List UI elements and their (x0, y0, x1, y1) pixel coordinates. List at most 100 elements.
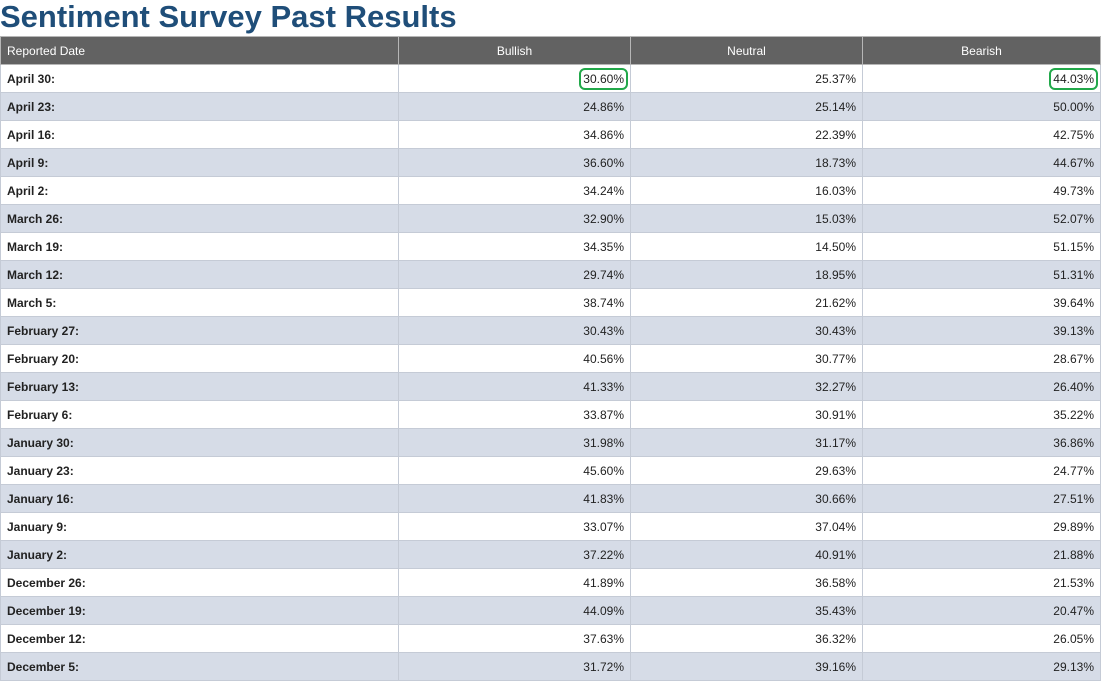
reported-date-cell: April 9: (0, 148, 399, 177)
header-row: Reported Date Bullish Neutral Bearish (0, 36, 1101, 65)
bearish-cell: 21.88% (862, 540, 1101, 569)
bullish-cell: 32.90% (398, 204, 631, 233)
table-row: March 12: 29.74% 18.95% 51.31% (0, 260, 1101, 289)
bearish-cell: 27.51% (862, 484, 1101, 513)
bullish-cell: 34.24% (398, 176, 631, 205)
reported-date-cell: December 5: (0, 652, 399, 681)
neutral-cell: 29.63% (630, 456, 863, 485)
sentiment-results-table: Reported Date Bullish Neutral Bearish Ap… (0, 36, 1101, 681)
bearish-cell: 29.89% (862, 512, 1101, 541)
bearish-cell: 51.15% (862, 232, 1101, 261)
reported-date-cell: April 30: (0, 64, 399, 93)
neutral-cell: 22.39% (630, 120, 863, 149)
bullish-cell: 44.09% (398, 596, 631, 625)
neutral-cell: 40.91% (630, 540, 863, 569)
reported-date-cell: February 6: (0, 400, 399, 429)
table-row: January 2: 37.22% 40.91% 21.88% (0, 540, 1101, 569)
bullish-cell: 31.72% (398, 652, 631, 681)
table-row: March 26: 32.90% 15.03% 52.07% (0, 204, 1101, 233)
neutral-cell: 25.14% (630, 92, 863, 121)
neutral-cell: 30.66% (630, 484, 863, 513)
table-row: February 20: 40.56% 30.77% 28.67% (0, 344, 1101, 373)
reported-date-cell: February 27: (0, 316, 399, 345)
bearish-cell: 21.53% (862, 568, 1101, 597)
bullish-cell: 37.63% (398, 624, 631, 653)
neutral-cell: 30.91% (630, 400, 863, 429)
neutral-cell: 32.27% (630, 372, 863, 401)
bullish-cell: 36.60% (398, 148, 631, 177)
bearish-cell: 50.00% (862, 92, 1101, 121)
bullish-cell: 41.33% (398, 372, 631, 401)
neutral-cell: 14.50% (630, 232, 863, 261)
reported-date-cell: February 20: (0, 344, 399, 373)
reported-date-cell: January 23: (0, 456, 399, 485)
reported-date-cell: April 2: (0, 176, 399, 205)
table-row: January 23: 45.60% 29.63% 24.77% (0, 456, 1101, 485)
table-row: March 5: 38.74% 21.62% 39.64% (0, 288, 1101, 317)
bearish-highlighted-value: 44.03% (1049, 67, 1098, 90)
bearish-cell: 44.67% (862, 148, 1101, 177)
table-row: December 26: 41.89% 36.58% 21.53% (0, 568, 1101, 597)
bullish-cell: 34.86% (398, 120, 631, 149)
neutral-cell: 30.43% (630, 316, 863, 345)
bearish-cell: 51.31% (862, 260, 1101, 289)
neutral-cell: 37.04% (630, 512, 863, 541)
table-row: April 2: 34.24% 16.03% 49.73% (0, 176, 1101, 205)
reported-date-cell: April 23: (0, 92, 399, 121)
table-body: April 30: 30.60% 25.37% 44.03% April 23: 24.8… (0, 64, 1101, 681)
neutral-cell: 36.32% (630, 624, 863, 653)
bullish-cell: 30.60% (398, 64, 631, 93)
bearish-cell: 39.64% (862, 288, 1101, 317)
bearish-cell: 39.13% (862, 316, 1101, 345)
neutral-cell: 39.16% (630, 652, 863, 681)
bearish-cell: 26.40% (862, 372, 1101, 401)
reported-date-cell: March 26: (0, 204, 399, 233)
reported-date-cell: December 26: (0, 568, 399, 597)
table-row: March 19: 34.35% 14.50% 51.15% (0, 232, 1101, 261)
bearish-cell: 29.13% (862, 652, 1101, 681)
neutral-cell: 15.03% (630, 204, 863, 233)
table-row: December 5: 31.72% 39.16% 29.13% (0, 652, 1101, 681)
bullish-cell: 24.86% (398, 92, 631, 121)
neutral-cell: 18.73% (630, 148, 863, 177)
reported-date-cell: April 16: (0, 120, 399, 149)
bearish-cell: 35.22% (862, 400, 1101, 429)
table-row: April 16: 34.86% 22.39% 42.75% (0, 120, 1101, 149)
reported-date-cell: January 9: (0, 512, 399, 541)
bearish-cell: 49.73% (862, 176, 1101, 205)
header-reported-date: Reported Date (0, 36, 399, 65)
bearish-cell: 44.03% (862, 64, 1101, 93)
bearish-cell: 52.07% (862, 204, 1101, 233)
bullish-cell: 31.98% (398, 428, 631, 457)
bullish-cell: 33.07% (398, 512, 631, 541)
neutral-cell: 35.43% (630, 596, 863, 625)
bullish-cell: 41.89% (398, 568, 631, 597)
page-title: Sentiment Survey Past Results (0, 0, 457, 34)
bearish-cell: 36.86% (862, 428, 1101, 457)
bearish-cell: 24.77% (862, 456, 1101, 485)
neutral-cell: 18.95% (630, 260, 863, 289)
bearish-cell: 26.05% (862, 624, 1101, 653)
neutral-cell: 31.17% (630, 428, 863, 457)
bullish-cell: 37.22% (398, 540, 631, 569)
reported-date-cell: January 16: (0, 484, 399, 513)
reported-date-cell: March 19: (0, 232, 399, 261)
header-neutral: Neutral (630, 36, 863, 65)
table-row: December 19: 44.09% 35.43% 20.47% (0, 596, 1101, 625)
reported-date-cell: January 2: (0, 540, 399, 569)
table-row: February 27: 30.43% 30.43% 39.13% (0, 316, 1101, 345)
bullish-cell: 45.60% (398, 456, 631, 485)
table-row: January 30: 31.98% 31.17% 36.86% (0, 428, 1101, 457)
neutral-cell: 25.37% (630, 64, 863, 93)
neutral-cell: 21.62% (630, 288, 863, 317)
neutral-cell: 30.77% (630, 344, 863, 373)
table-row: December 12: 37.63% 36.32% 26.05% (0, 624, 1101, 653)
header-bearish: Bearish (862, 36, 1101, 65)
table-row: January 9: 33.07% 37.04% 29.89% (0, 512, 1101, 541)
table-row: January 16: 41.83% 30.66% 27.51% (0, 484, 1101, 513)
reported-date-cell: December 12: (0, 624, 399, 653)
bearish-cell: 20.47% (862, 596, 1101, 625)
bullish-cell: 38.74% (398, 288, 631, 317)
neutral-cell: 16.03% (630, 176, 863, 205)
reported-date-cell: March 5: (0, 288, 399, 317)
